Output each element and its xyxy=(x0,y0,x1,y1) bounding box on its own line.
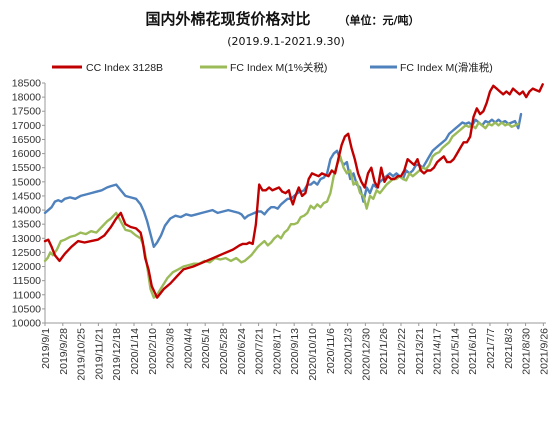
y-tick-label: 13500 xyxy=(12,219,41,231)
x-tick-label: 2020/12/30 xyxy=(360,328,372,381)
y-tick-label: 11000 xyxy=(13,289,42,301)
y-tick-label: 14000 xyxy=(12,205,41,217)
x-tick-label: 2020/5/1 xyxy=(200,328,212,369)
y-tick-label: 11500 xyxy=(13,275,42,287)
x-tick-label: 2019/9/1 xyxy=(40,328,52,369)
x-tick-label: 2020/7/21 xyxy=(254,328,266,375)
x-tick-label: 2020/3/8 xyxy=(165,328,177,369)
y-tick-label: 10500 xyxy=(12,303,41,315)
chart-title: 国内外棉花现货价格对比 xyxy=(145,10,310,28)
series-line-fc-index-1pct xyxy=(43,121,520,299)
legend: CC Index 3128B FC Index M(1%关税) FC Index… xyxy=(52,61,493,74)
x-tick-label: 2020/12/3 xyxy=(343,328,355,375)
x-tick-label: 2020/10/10 xyxy=(307,328,319,381)
y-tick-label: 16500 xyxy=(12,134,41,146)
x-tick-label: 2020/2/10 xyxy=(147,328,159,375)
x-tick-label: 2019/9/28 xyxy=(58,328,70,375)
chart-subtitle: (2019.9.1-2021.9.30) xyxy=(227,35,345,48)
x-tick-label: 2019/12/18 xyxy=(111,328,123,381)
series-line-cc-index xyxy=(43,83,544,299)
x-tick-label: 2021/2/22 xyxy=(396,328,408,375)
y-tick-label: 17500 xyxy=(12,106,41,118)
y-tick-label: 12000 xyxy=(12,261,41,273)
x-tick-label: 2021/6/10 xyxy=(467,328,479,375)
x-tick-label: 2020/11/6 xyxy=(325,328,337,374)
y-tick-label: 15500 xyxy=(12,162,41,174)
x-tick-label: 2020/8/17 xyxy=(271,328,283,375)
legend-label-fc-sliding: FC Index M(滑准税) xyxy=(400,61,493,74)
x-tick-label: 2020/9/13 xyxy=(289,328,301,375)
unit-label: （单位：元/吨） xyxy=(338,13,419,27)
legend-item-fc-1pct: FC Index M(1%关税) xyxy=(200,61,327,74)
x-tick-label: 2021/7/7 xyxy=(485,328,497,369)
x-tick-label: 2019/11/21 xyxy=(93,328,105,380)
x-tick-label: 2021/1/26 xyxy=(378,328,390,375)
y-tick-label: 12500 xyxy=(12,247,41,259)
y-tick-label: 15000 xyxy=(12,176,41,188)
x-tick-label: 2021/9/26 xyxy=(538,328,550,375)
y-tick-label: 16000 xyxy=(12,148,41,160)
y-tick-label: 13000 xyxy=(12,233,41,245)
x-tick-label: 2021/5/14 xyxy=(449,328,461,375)
x-tick-label: 2021/8/3 xyxy=(503,328,515,369)
y-tick-label: 17000 xyxy=(12,120,41,132)
x-tick-label: 2021/3/21 xyxy=(414,328,426,375)
y-tick-label: 18500 xyxy=(12,78,41,90)
y-tick-label: 14500 xyxy=(12,190,41,202)
series-line-fc-index-sliding xyxy=(43,112,523,249)
x-tick-label: 2019/10/25 xyxy=(76,328,88,381)
series-lines xyxy=(43,83,544,299)
x-tick-label: 2021/4/17 xyxy=(432,328,444,375)
x-tick-label: 2020/4/4 xyxy=(182,328,194,369)
y-tick-label: 10000 xyxy=(12,318,41,330)
x-tick-label: 2021/8/30 xyxy=(521,328,533,375)
legend-label-fc-1pct: FC Index M(1%关税) xyxy=(230,61,327,74)
legend-label-cc: CC Index 3128B xyxy=(86,62,163,74)
legend-item-fc-sliding: FC Index M(滑准税) xyxy=(370,61,493,74)
x-tick-label: 2020/5/28 xyxy=(218,328,230,375)
x-tick-label: 2020/6/24 xyxy=(236,328,248,375)
y-tick-label: 18000 xyxy=(12,92,41,104)
axes: 10000 10500 11000 11500 12000 12500 13000 13500… xyxy=(12,78,551,381)
legend-item-cc: CC Index 3128B xyxy=(52,62,163,74)
x-tick-label: 2020/1/14 xyxy=(129,328,141,375)
